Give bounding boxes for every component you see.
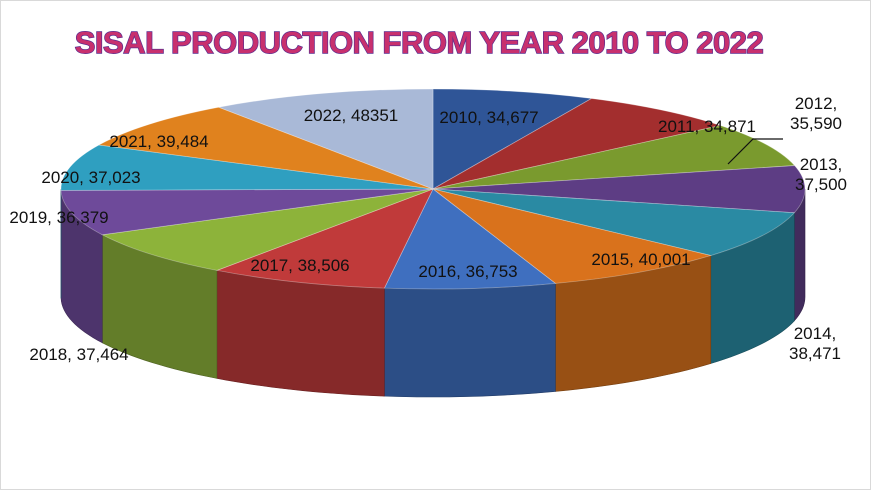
pie-side-2016 — [384, 283, 555, 397]
data-label-2017: 2017, 38,506 — [250, 256, 349, 275]
pie-side-2017 — [217, 270, 384, 396]
data-label-2011: 2011, 34,871 — [658, 117, 756, 136]
data-label-2022: 2022, 48351 — [304, 106, 399, 125]
chart-title: SISAL PRODUCTION FROM YEAR 2010 TO 2022 — [75, 25, 764, 60]
data-label-2021: 2021, 39,484 — [109, 132, 208, 151]
data-label-2014: 2014,38,471 — [789, 324, 841, 363]
data-label-2010: 2010, 34,677 — [439, 108, 538, 127]
data-label-2013: 2013,37,500 — [795, 155, 847, 194]
data-label-2018: 2018, 37,464 — [29, 345, 128, 364]
data-label-2016: 2016, 36,753 — [418, 262, 517, 281]
data-label-2019: 2019, 36,379 — [9, 208, 108, 227]
data-label-2015: 2015, 40,001 — [591, 250, 690, 269]
data-label-2012: 2012,35,590 — [790, 94, 842, 133]
data-label-2020: 2020, 37,023 — [41, 168, 140, 187]
